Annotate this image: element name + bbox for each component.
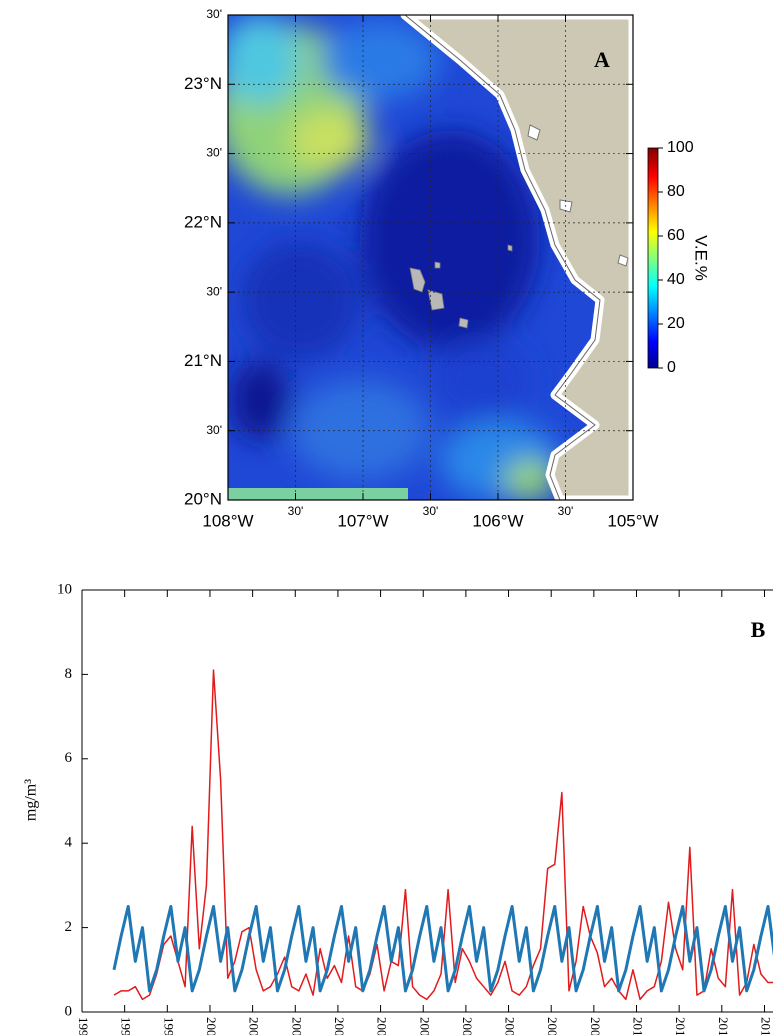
- y-tick-label: 6: [65, 750, 73, 766]
- x-tick-label: 107°W: [337, 511, 388, 530]
- y-tick-label: 23°N: [184, 74, 222, 93]
- colorbar-tick-label: 80: [667, 183, 685, 200]
- x-tick-label: 1998: [119, 1017, 134, 1035]
- x-tick-label: 2000: [204, 1017, 219, 1035]
- x-tick-label: 1997: [76, 1017, 91, 1035]
- x-tick-label: 2009: [588, 1017, 603, 1035]
- panel-label: A: [594, 47, 610, 72]
- y-tick-label: 20°N: [184, 489, 222, 508]
- y-tick-label: 4: [65, 835, 73, 851]
- colorbar-tick-label: 100: [667, 139, 694, 156]
- y-tick-label: 30': [206, 146, 222, 160]
- colorbar-tick-label: 40: [667, 271, 685, 288]
- colorbar: [647, 147, 659, 369]
- x-tick-label: 2012: [716, 1017, 731, 1035]
- x-tick-label: 2005: [417, 1017, 432, 1035]
- y-tick-label: 0: [65, 1003, 73, 1019]
- x-tick-label: 2001: [247, 1017, 262, 1035]
- y-tick-label: 8: [65, 666, 73, 682]
- colorbar-tick-label: 0: [667, 359, 676, 376]
- y-axis-label: mg/m³: [23, 779, 40, 821]
- x-tick-label: 2002: [289, 1017, 304, 1035]
- y-tick-label: 10: [57, 581, 72, 597]
- y-tick-label: 2: [65, 919, 73, 935]
- map-image: [228, 15, 633, 500]
- panel-label: B: [751, 617, 766, 642]
- x-tick-label: 2003: [332, 1017, 347, 1035]
- y-tick-label: 30': [206, 284, 222, 298]
- x-tick-label: 105°W: [607, 511, 658, 530]
- y-tick-label: 22°N: [184, 212, 222, 231]
- colorbar-tick-label: 20: [667, 315, 685, 332]
- x-tick-label: 106°W: [472, 511, 523, 530]
- x-tick-label: 30': [423, 504, 439, 518]
- x-tick-label: 2006: [460, 1017, 475, 1035]
- x-tick-label: 2008: [545, 1017, 560, 1035]
- x-tick-label: 30': [288, 504, 304, 518]
- x-tick-label: 30': [558, 504, 574, 518]
- y-tick-label: 30': [206, 7, 222, 21]
- x-tick-label: 2013: [758, 1017, 773, 1035]
- x-tick-label: 2007: [503, 1017, 518, 1035]
- y-tick-label: 30': [206, 423, 222, 437]
- colorbar-label: V.E.%: [692, 235, 711, 281]
- y-tick-label: 21°N: [184, 351, 222, 370]
- x-tick-label: 2004: [375, 1017, 390, 1035]
- data-line: [113, 669, 773, 1001]
- plot-area: [112, 669, 773, 1001]
- x-tick-label: 2010: [631, 1017, 646, 1035]
- colorbar-tick-label: 60: [667, 227, 685, 244]
- x-tick-label: 108°W: [202, 511, 253, 530]
- x-tick-label: 2011: [673, 1017, 688, 1035]
- data-line: [112, 905, 773, 993]
- x-tick-label: 1999: [161, 1017, 176, 1035]
